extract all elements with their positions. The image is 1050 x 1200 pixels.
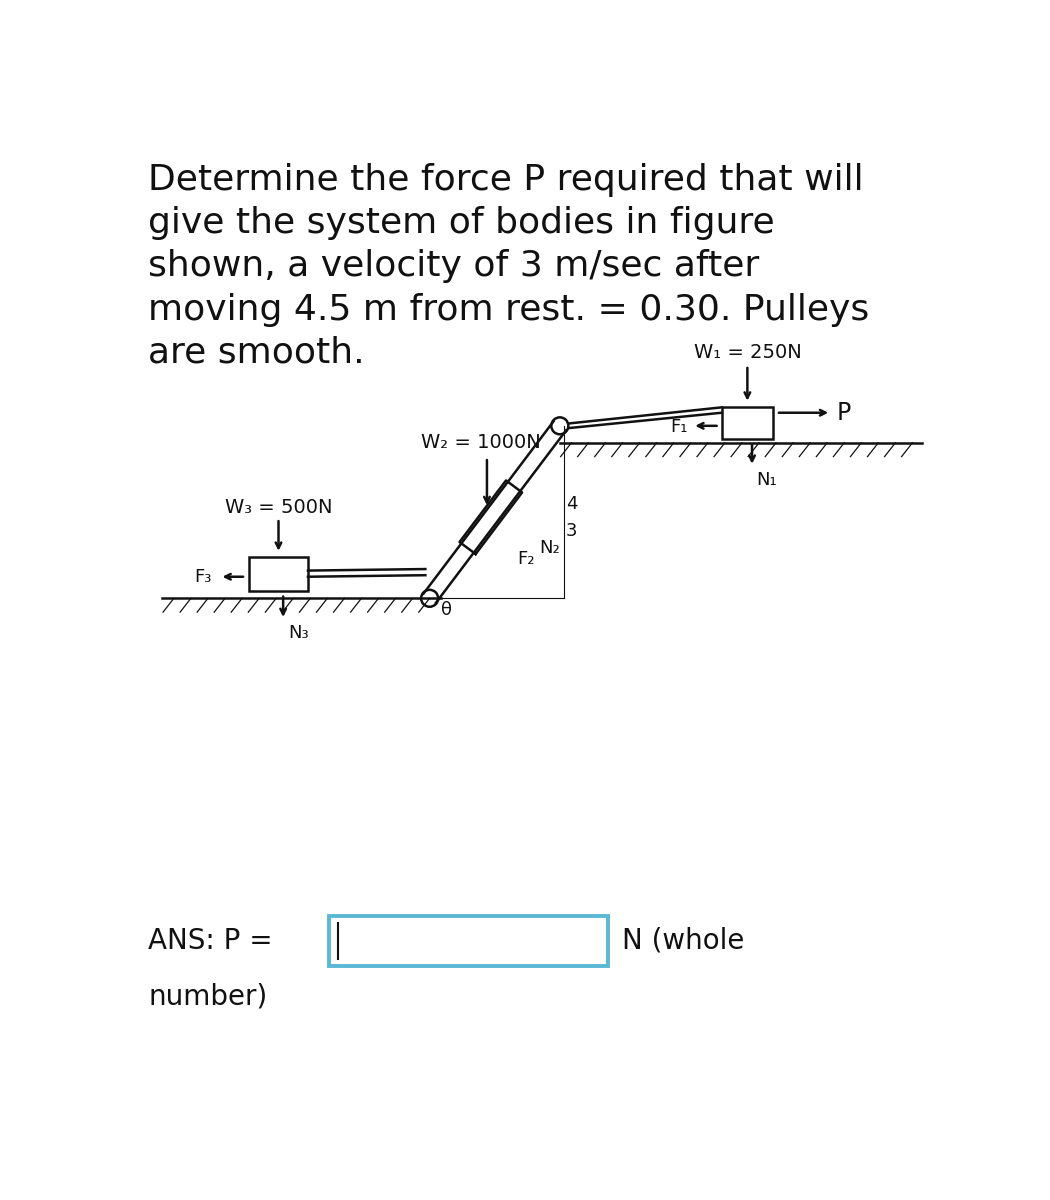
Text: F₂: F₂ [518, 551, 534, 569]
Text: N₂: N₂ [539, 539, 560, 557]
Text: N (whole: N (whole [622, 926, 744, 955]
Text: shown, a velocity of 3 m/sec after: shown, a velocity of 3 m/sec after [148, 250, 759, 283]
Text: W₁ = 250N: W₁ = 250N [693, 343, 801, 362]
Text: θ: θ [441, 601, 453, 619]
Text: number): number) [148, 983, 268, 1010]
Bar [249, 557, 308, 590]
Text: W₃ = 500N: W₃ = 500N [225, 498, 332, 517]
Text: W₂ = 1000N: W₂ = 1000N [421, 433, 541, 451]
Text: N₁: N₁ [757, 472, 777, 490]
Text: give the system of bodies in figure: give the system of bodies in figure [148, 206, 775, 240]
Text: ANS: P =: ANS: P = [148, 926, 281, 955]
Text: 3: 3 [566, 522, 578, 540]
Bar [721, 407, 773, 439]
Text: Determine the force P required that will: Determine the force P required that will [148, 163, 864, 197]
Text: P: P [837, 401, 850, 425]
Text: are smooth.: are smooth. [148, 336, 365, 370]
Text: N₃: N₃ [288, 624, 309, 642]
Text: F₁: F₁ [670, 419, 688, 437]
Bar [329, 916, 608, 966]
Text: F₃: F₃ [194, 568, 212, 586]
Text: moving 4.5 m from rest. = 0.30. Pulleys: moving 4.5 m from rest. = 0.30. Pulleys [148, 293, 869, 326]
Text: 4: 4 [566, 496, 578, 514]
